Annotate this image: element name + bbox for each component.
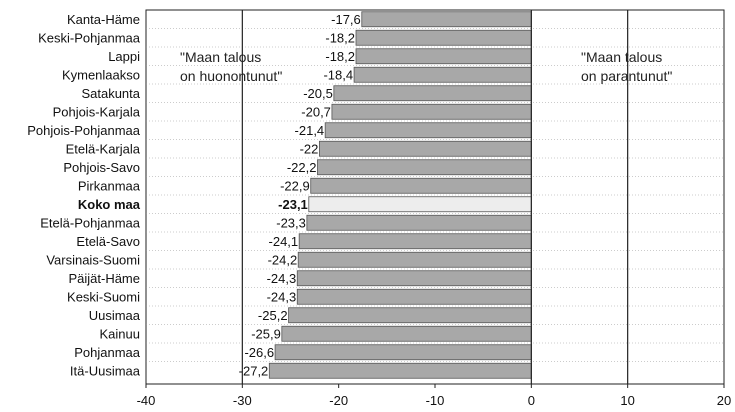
category-label: Lappi [108,49,140,64]
bar [296,270,532,287]
category-label: Kainuu [100,326,140,341]
bar [355,48,532,65]
annotation-line: on huonontunut" [180,68,282,84]
value-label: -23,1 [278,197,308,212]
category-label: Itä-Uusimaa [70,363,141,378]
bars-layer [268,11,532,379]
value-label: -17,6 [331,12,361,27]
annotation-line: "Maan talous [581,49,662,65]
category-label: Etelä-Savo [76,234,140,249]
category-label: Kanta-Häme [67,12,140,27]
category-label: Pohjois-Pohjanmaa [27,123,141,138]
value-label: -25,9 [251,326,281,341]
value-label: -20,5 [303,86,333,101]
category-label: Keski-Pohjanmaa [38,30,141,45]
bar [274,344,532,361]
value-label: -22,9 [280,178,310,193]
value-label: -24,2 [268,252,298,267]
x-tick-label: -10 [426,393,445,408]
value-label: -21,4 [295,123,325,138]
category-labels: Kanta-Häme Keski-Pohjanmaa Lappi Kymenlaaks… [27,12,141,379]
value-labels: -17,6 -18,2 -18,2 -18,4 -20,5 -20,7 -21,4 -22 -2… [239,12,361,379]
category-label: Päijät-Häme [68,271,140,286]
bar [268,362,532,379]
x-tick-label: 20 [717,393,731,408]
value-label: -22 [300,141,319,156]
x-tick-label: 10 [620,393,634,408]
x-tick-label: 0 [528,393,535,408]
value-label: -24,3 [267,271,297,286]
annotations: "Maan talous on huonontunut" "Maan talous o… [180,49,672,84]
bar [317,159,532,176]
bar [353,66,532,83]
bar [333,85,532,102]
category-label: Kymenlaakso [62,67,140,82]
value-label: -22,2 [287,160,317,175]
bar-highlight [308,196,532,213]
category-label: Satakunta [81,86,140,101]
annotation-line: on parantunut" [581,68,672,84]
bar [296,288,532,305]
bar [298,233,532,250]
bar [355,29,532,46]
value-label: -27,2 [239,363,269,378]
value-label: -18,2 [325,49,355,64]
category-label: Koko maa [78,197,141,212]
category-label: Etelä-Pohjanmaa [40,215,140,230]
bar [288,307,532,324]
x-axis-ticks: -40 -30 -20 -10 0 10 20 [137,384,731,408]
value-label: -24,1 [269,234,299,249]
bar [331,103,532,120]
value-label: -18,4 [323,67,353,82]
bar [281,325,532,342]
category-label: Pohjois-Karjala [53,104,141,119]
annotation: "Maan talous on huonontunut" [180,49,282,84]
value-label: -20,7 [301,104,331,119]
x-tick-label: -30 [233,393,252,408]
category-label: Varsinais-Suomi [46,252,140,267]
category-label: Pohjanmaa [74,345,141,360]
value-label: -23,3 [276,215,306,230]
bar [361,11,532,28]
value-label: -24,3 [267,289,297,304]
bar [318,140,532,157]
value-label: -25,2 [258,308,288,323]
x-tick-label: -40 [137,393,156,408]
annotation-line: "Maan talous [180,49,261,65]
bar [297,251,532,268]
category-label: Uusimaa [89,308,141,323]
category-label: Pirkanmaa [78,178,141,193]
bar [310,177,532,194]
value-label: -18,2 [325,30,355,45]
category-label: Keski-Suomi [67,289,140,304]
x-tick-label: -20 [329,393,348,408]
annotation: "Maan talous on parantunut" [581,49,672,84]
category-label: Pohjois-Savo [63,160,140,175]
reference-lines [241,10,629,384]
category-label: Etelä-Karjala [66,141,141,156]
bar [324,122,532,139]
value-label: -26,6 [244,345,274,360]
bar [306,214,532,231]
